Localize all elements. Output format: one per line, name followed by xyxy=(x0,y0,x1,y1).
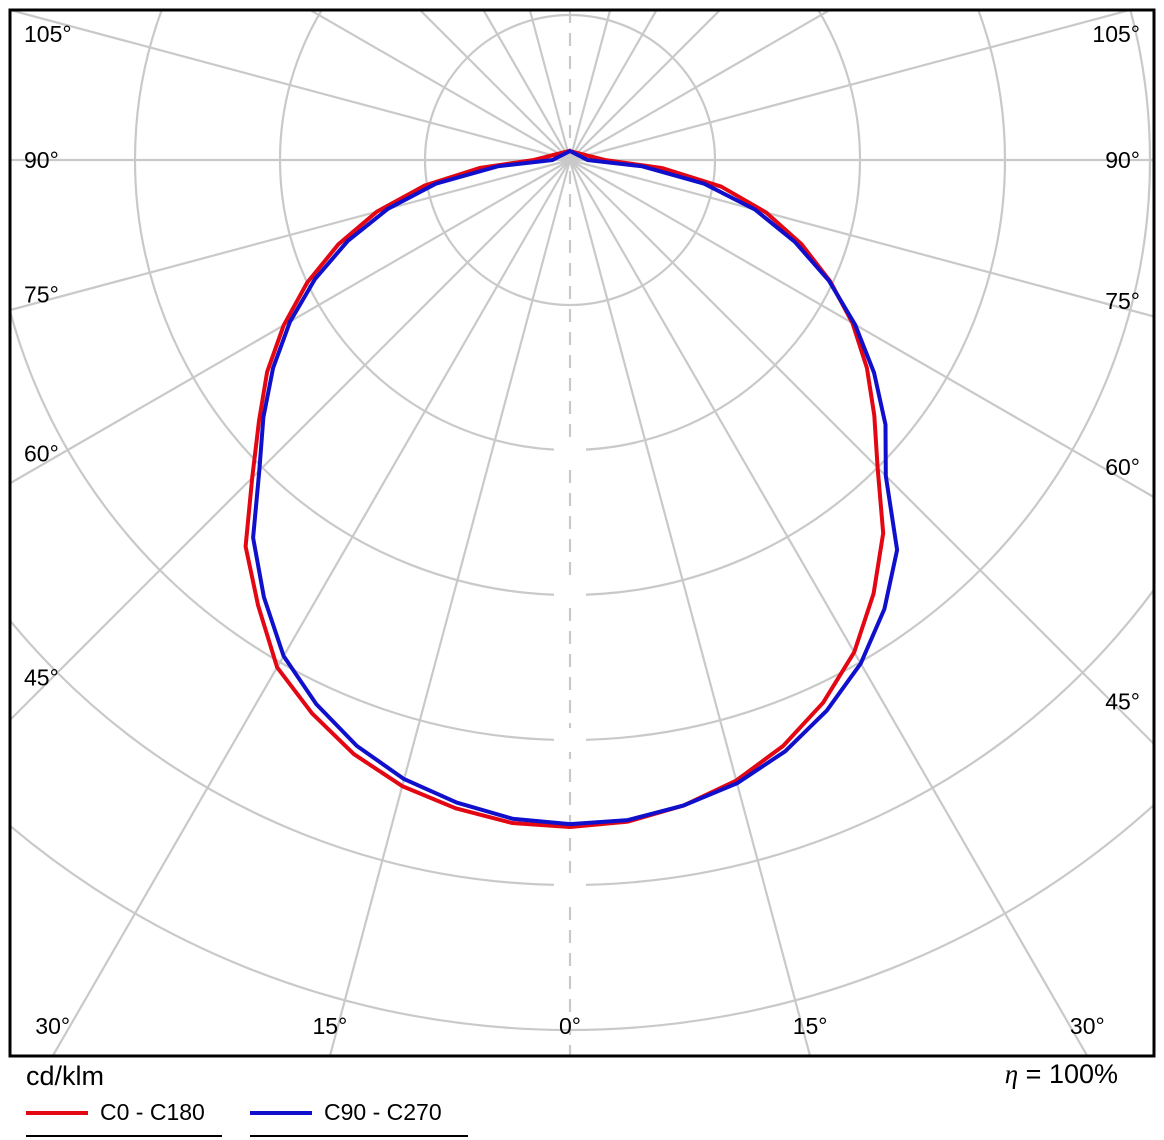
svg-text:0°: 0° xyxy=(559,1013,581,1039)
svg-text:60°: 60° xyxy=(1105,454,1140,480)
svg-text:75°: 75° xyxy=(1105,288,1140,314)
legend-item-c90-c270: C90 - C270 xyxy=(250,1099,468,1137)
svg-text:75°: 75° xyxy=(24,282,59,308)
c0-c180-line-swatch xyxy=(26,1110,88,1115)
c90-c270-line-swatch xyxy=(250,1110,312,1115)
svg-text:15°: 15° xyxy=(793,1013,828,1039)
svg-text:45°: 45° xyxy=(24,665,59,691)
efficiency-label: η = 100% xyxy=(1004,1059,1118,1089)
svg-text:30°: 30° xyxy=(1070,1013,1105,1039)
legend-label-c0-c180: C0 - C180 xyxy=(100,1099,205,1125)
svg-text:30°: 30° xyxy=(35,1013,70,1039)
svg-text:90°: 90° xyxy=(24,147,59,173)
svg-text:15°: 15° xyxy=(313,1013,348,1039)
svg-text:60°: 60° xyxy=(24,440,59,466)
svg-text:105°: 105° xyxy=(24,21,72,47)
svg-text:105°: 105° xyxy=(1092,21,1140,47)
legend-label-c90-c270: C90 - C270 xyxy=(324,1099,442,1125)
svg-text:90°: 90° xyxy=(1105,147,1140,173)
polar-grid xyxy=(10,10,1154,1056)
plot-border xyxy=(8,8,1156,1058)
curve-c90-c270 xyxy=(251,149,900,827)
legend-item-c0-c180: C0 - C180 xyxy=(26,1099,222,1137)
angle-labels: 45° 45° 60° 60° 75° 75° 90° 90° 105° 105° 30° 15° 0°… xyxy=(24,21,1140,1039)
units-label: cd/klm xyxy=(26,1061,105,1091)
svg-text:45°: 45° xyxy=(1105,689,1140,715)
polar-distribution-chart: 45° 45° 60° 60° 75° 75° 90° 90° 105° 105° 30° 15° 0°… xyxy=(8,8,1156,1058)
